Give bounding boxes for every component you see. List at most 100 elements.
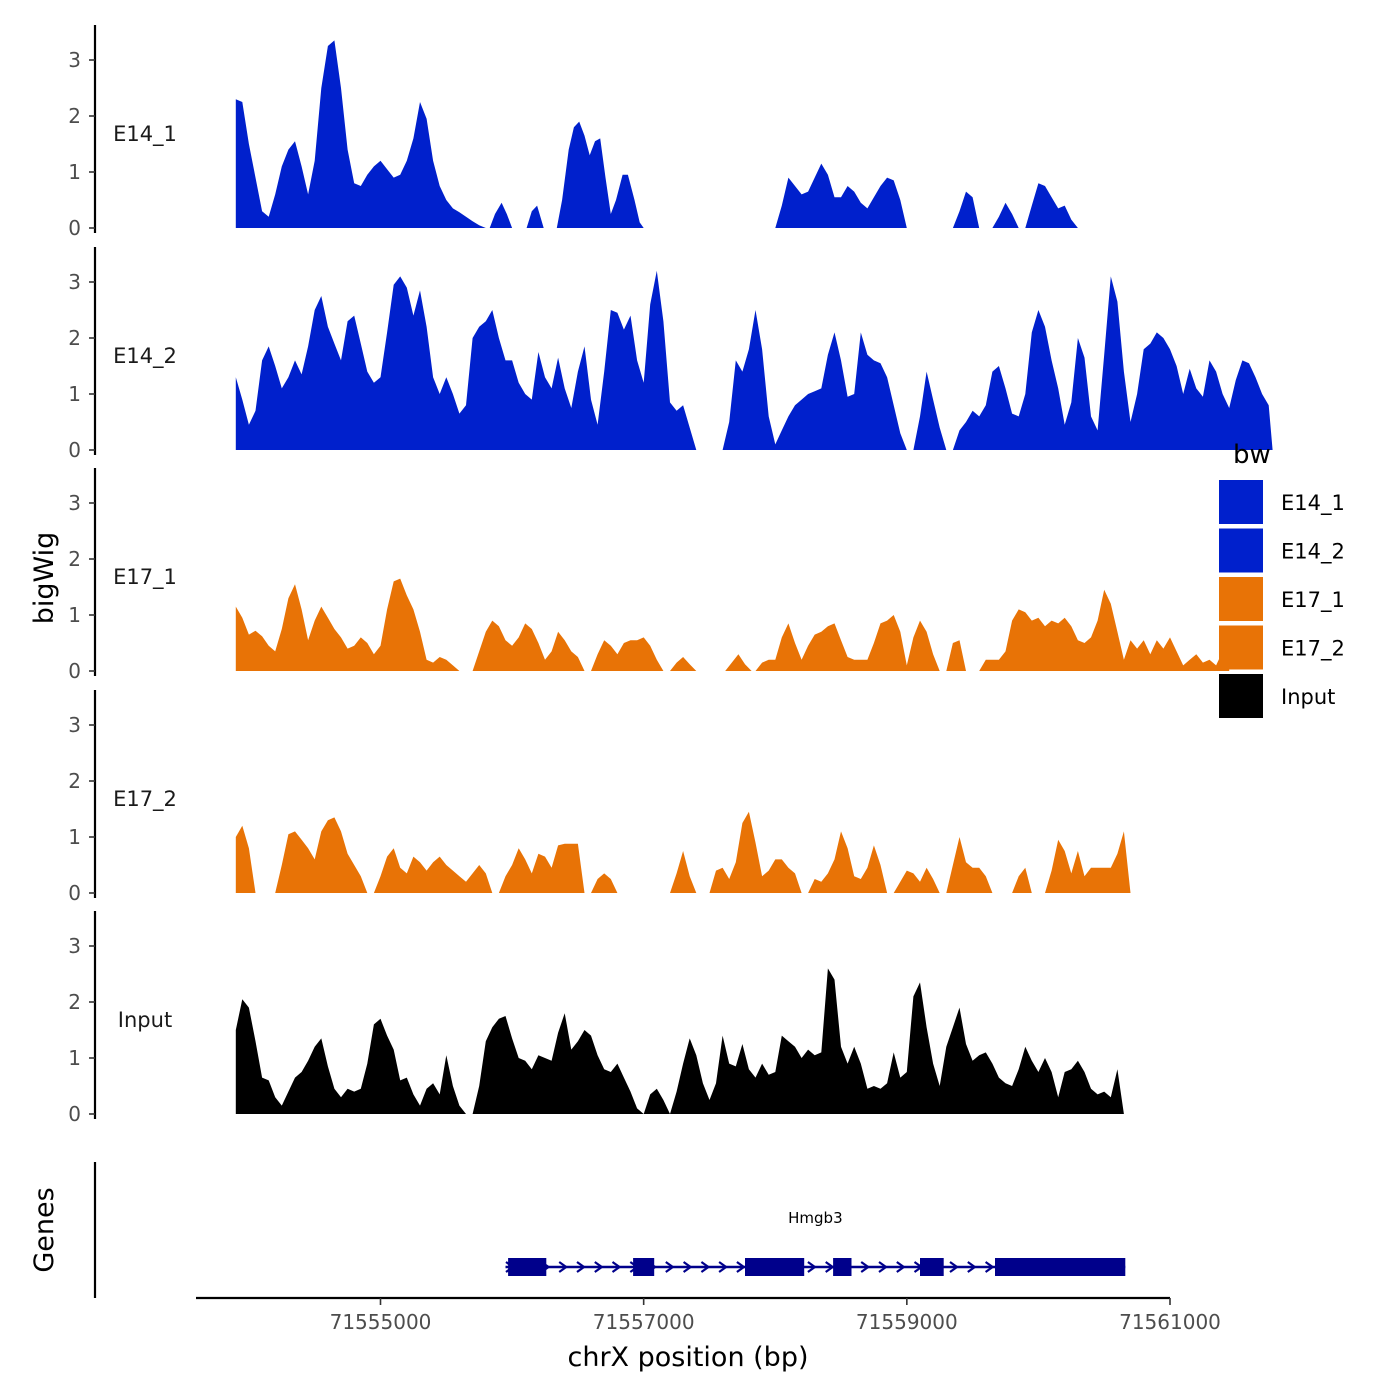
y-tick-label-E14_2-3: 3 [68,270,81,294]
strand-arrow [718,1261,728,1273]
coverage-area-Input-1 [472,1013,644,1114]
genes-axis-title: Genes [29,1187,60,1272]
legend-label-E17_2: E17_2 [1281,637,1345,662]
strand-arrow [611,1261,622,1273]
coverage-area-E17_2-11 [1045,831,1131,893]
exon-2 [633,1258,655,1276]
coverage-area-E14_2-0 [235,270,697,450]
y-tick-label-E14_2-1: 1 [68,382,81,406]
gene-track: Hmgb3 [93,1162,1126,1298]
y-tick-label-E14_2-2: 2 [68,326,81,350]
coverage-area-E14_1-4 [775,163,907,228]
coverage-area-E17_2-3 [498,843,585,893]
x-axis-title: chrX position (bp) [567,1342,808,1373]
coverage-area-E14_1-3 [556,121,644,228]
legend-key-E17_2 [1219,625,1263,670]
coverage-area-E14_1-5 [952,191,980,228]
exon-6 [920,1258,944,1276]
strand-arrow [949,1261,959,1273]
coverage-area-E14_2-2 [913,371,947,450]
exon-3 [745,1258,781,1276]
coverage-area-Input-2 [643,1088,670,1114]
strand-arrow [736,1261,746,1273]
track-label-Input: Input [118,1008,172,1032]
coverage-area-E17_1-4 [725,654,752,671]
coverage-area-E17_1-5 [755,615,940,671]
strand-arrow [558,1261,569,1273]
y-tick-label-Input-0: 0 [68,1102,81,1126]
y-tick-label-E17_1-1: 1 [68,603,81,627]
coverage-area-E17_1-1 [472,620,585,671]
y-tick-label-E17_1-2: 2 [68,547,81,571]
legend-key-Input [1219,674,1263,718]
y-tick-label-E17_2-2: 2 [68,769,81,793]
coverage-area-E17_1-2 [591,637,664,671]
coverage-area-E17_2-1 [275,817,368,893]
legend-label-E17_1: E17_1 [1281,588,1345,613]
strand-arrow [665,1261,675,1273]
coverage-area-E17_2-9 [946,837,993,893]
strand-arrow [807,1261,817,1273]
strand-arrow [700,1261,711,1273]
coverage-area-E17_2-2 [373,848,493,893]
y-tick-label-Input-1: 1 [68,1046,81,1070]
strand-arrow [682,1261,693,1273]
gene-label: Hmgb3 [788,1209,842,1227]
y-tick-label-E17_1-3: 3 [68,491,81,515]
y-tick-label-E14_2-0: 0 [68,438,81,462]
strand-arrow [896,1261,906,1273]
exon-1 [508,1258,547,1276]
coverage-area-E17_1-7 [979,589,1230,671]
track-label-E14_1: E14_1 [113,122,177,147]
coverage-area-E17_2-8 [893,867,940,893]
coverage-area-E14_2-1 [722,310,907,450]
y-tick-label-E17_2-0: 0 [68,881,81,905]
coverage-area-E14_2-3 [952,276,1273,450]
legend-key-E14_1 [1219,480,1263,524]
legend-label-E14_2: E14_2 [1281,540,1345,565]
coverage-area-E17_2-4 [591,873,618,893]
strand-arrow [878,1261,888,1273]
coverage-area-E17_1-3 [670,657,697,671]
bigwig-tracks: 0 1 2 3 E14_1 0 1 2 3 E14_2 0 1 2 3 E17_1 0 1 2 3 E17_2 0 1 2 3… [68,25,1273,1126]
coverage-area-E17_1-0 [235,578,460,671]
legend-label-Input: Input [1281,685,1335,709]
strand-arrow [984,1261,995,1273]
legend-key-E17_1 [1219,577,1263,621]
x-tick-label-71555000: 71555000 [330,1310,432,1334]
coverage-area-E14_1-6 [992,202,1019,228]
coverage-area-E17_2-10 [1012,867,1032,893]
y-tick-label-E14_1-3: 3 [68,48,81,72]
y-axis-title: bigWig [29,532,60,625]
coverage-area-E14_1-1 [489,202,513,228]
coverage-area-E17_1-6 [946,640,966,671]
x-axis: 71555000 71557000 71559000 71561000 [196,1296,1221,1334]
coverage-area-E14_1-7 [1025,183,1078,228]
legend-label-E14_1: E14_1 [1281,491,1345,516]
x-tick-label-71561000: 71561000 [1119,1310,1221,1334]
track-E14_2: 0 1 2 3 E14_2 [68,247,1273,462]
legend-title: bw [1233,440,1271,470]
coverage-area-E17_2-6 [709,811,802,893]
track-label-E17_1: E17_1 [113,565,177,590]
strand-arrow [576,1261,586,1273]
y-tick-label-E14_1-0: 0 [68,216,81,240]
y-tick-label-E17_1-0: 0 [68,659,81,683]
legend: bw E14_1 E14_2 E17_1 E17_2 Input [1219,440,1345,718]
exon-5 [833,1258,852,1276]
track-E17_1: 0 1 2 3 E17_1 [68,468,1230,683]
y-tick-label-E14_1-1: 1 [68,160,81,184]
track-E17_2: 0 1 2 3 E17_2 [68,690,1131,905]
strand-arrow [860,1261,871,1273]
strand-arrow [825,1261,835,1273]
y-tick-label-Input-2: 2 [68,990,81,1014]
y-tick-label-E17_2-1: 1 [68,825,81,849]
coverage-area-Input-3 [670,968,1124,1114]
y-tick-label-Input-3: 3 [68,934,81,958]
coverage-area-E17_2-7 [808,831,888,893]
y-tick-label-E17_2-3: 3 [68,713,81,737]
strand-arrow [967,1261,977,1273]
y-tick-label-E14_1-2: 2 [68,104,81,128]
exon-7 [995,1258,1126,1276]
